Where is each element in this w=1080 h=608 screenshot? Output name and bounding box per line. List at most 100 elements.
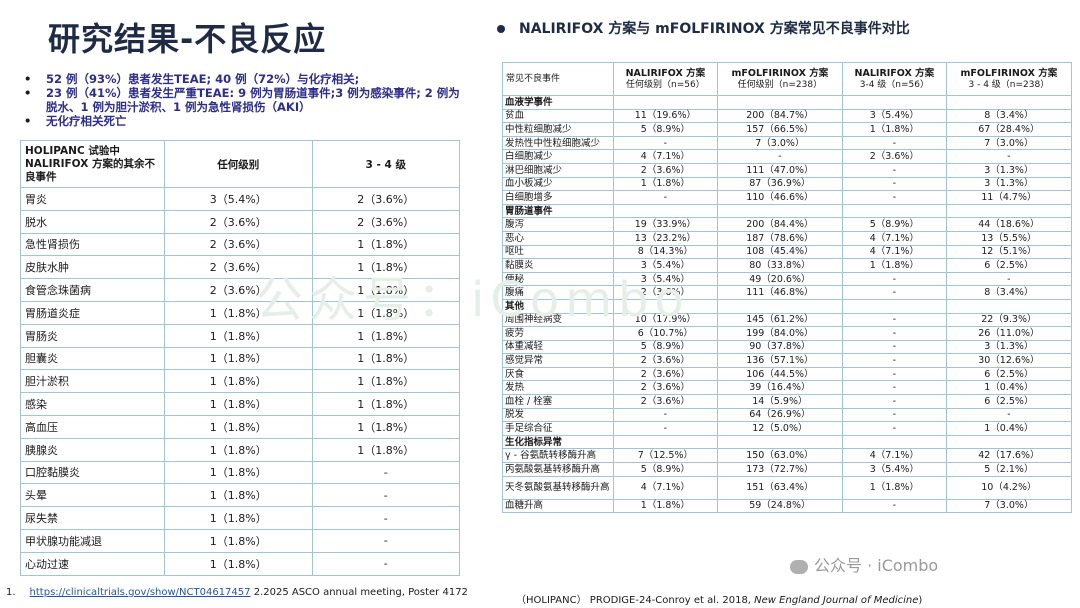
ae-name-cell: 脱水 [20,209,165,234]
comparison-heading-text: NALIRIFOX 方案与 mFOLFIRINOX 方案常见不良事件对比 [519,21,910,37]
nalirifox-3-4-cell: - [841,135,947,151]
mfolfirinox-any-cell: 199（84.0%） [716,326,843,341]
bullet-item: 52 例（93%）患者发生TEAE; 40 例（72%）与化疗相关; [20,72,470,86]
bullet-item: 无化疗相关死亡 [20,114,470,128]
table-row: 胰腺炎 1（1.8%） 1（1.8%） [20,437,460,462]
table-row: 呕吐 8（14.3%） 108（45.4%） 4（7.1%） 12（5.1%） [502,244,1073,260]
nalirifox-3-4-cell: 4（7.1%） [841,230,947,246]
mfolfirinox-3-4-cell: 1（0.4%） [945,421,1073,436]
mfolfirinox-3-4-cell: 8（3.4%） [945,108,1073,124]
section-row: 生化指标异常 [502,434,1073,450]
table-row: 厌食 2（3.6%） 106（44.5%） -6（2.5%） [502,366,1073,382]
section-label: 胃肠道事件 [502,203,614,219]
mfolfirinox-any-cell: 200（84.4%） [716,217,843,232]
grade-3-4-cell: - [311,551,460,576]
grade-3-4-cell: 1（1.8%） [311,255,460,280]
header-nalirifox-3-4: NALIRIFOX 方案 3-4 级（n=56） [841,62,947,96]
bullet-item: 23 例（41%）患者发生严重TEAE: 9 例为胃肠道事件;3 例为感染事件;… [20,86,470,114]
empty-cell [716,298,843,314]
table-row: 便秘 3（5.4%） 49（20.6%） - - [502,271,1073,287]
nalirifox-3-4-cell: 4（7.1%） [841,448,947,464]
table-row: 中性粒细胞减少 5（8.9%） 157（66.5%） 1（1.8%） 67（28.4%） [502,122,1073,137]
mfolfirinox-any-cell: 173（72.7%） [716,462,843,477]
table-row: 胆囊炎 1（1.8%） 1（1.8%） [20,346,460,371]
empty-cell [613,95,718,110]
ae-name-cell: 胰腺炎 [20,437,165,462]
any-grade-cell: 2（3.6%） [164,255,313,280]
header-nalirifox-any: NALIRIFOX 方案 任何级别（n=56） [613,62,718,96]
grade-3-4-cell: 2（3.6%） [311,187,460,211]
ae-name-cell: 胆囊炎 [20,346,165,371]
ae-name-cell: 食管念珠菌病 [20,278,165,302]
grade-3-4-cell: 1（1.8%） [311,414,460,439]
empty-cell [841,298,947,314]
ae-name-cell: 白细胞增多 [502,190,614,205]
empty-cell [716,203,843,219]
any-grade-cell: 1（1.8%） [164,437,313,462]
ae-name-cell: 天冬氨酸氨基转移酶升高 [502,475,614,500]
mfolfirinox-any-cell: 80（33.8%） [716,258,843,273]
table-row: 胆汁淤积 1（1.8%） 1（1.8%） [20,369,460,394]
empty-cell [841,434,947,450]
ae-name-cell: 黏膜炎 [502,258,614,273]
mfolfirinox-any-cell: 59（24.8%） [716,498,843,514]
table-row: 腹痛 2（3.6%） 111（46.8%） -8（3.4%） [502,285,1073,300]
ae-comparison-table: 常见不良事件 NALIRIFOX 方案 任何级别（n=56） mFOLFIRINO… [502,62,1073,514]
table-row: 血糖升高 1（1.8%） 59（24.8%） -7（3.0%） [502,498,1073,514]
any-grade-cell: 1（1.8%） [164,392,313,416]
mfolfirinox-any-cell: 14（5.9%） [716,394,843,409]
header-any-grade: 任何级别 [164,140,313,188]
ae-name-cell: 发热性中性粒细胞减少 [502,135,614,151]
mfolfirinox-3-4-cell: - [945,149,1073,164]
ae-name-cell: 感觉异常 [502,353,614,368]
ae-name-cell: 厌食 [502,366,614,382]
summary-bullets: 52 例（93%）患者发生TEAE; 40 例（72%）与化疗相关; 23 例（… [20,72,470,128]
nalirifox-3-4-cell: - [841,498,947,514]
section-label: 生化指标异常 [502,434,614,450]
grade-3-4-cell: 1（1.8%） [311,278,460,302]
nalirifox-3-4-cell: 1（1.8%） [841,122,947,137]
nalirifox-any-cell: 5（8.9%） [613,122,718,137]
grade-3-4-cell: 1（1.8%） [311,232,460,257]
empty-cell [945,203,1073,219]
section-label: 其他 [502,298,614,314]
grade-3-4-cell: 1（1.8%） [311,392,460,416]
table-row: 心动过速 1（1.8%） - [20,551,460,576]
mfolfirinox-any-cell: 106（44.5%） [716,366,843,382]
nalirifox-3-4-cell: - [841,190,947,205]
ae-name-cell: 胃炎 [20,187,165,211]
ae-name-cell: 口腔黏膜炎 [20,460,165,485]
ae-name-cell: 淋巴细胞减少 [502,162,614,178]
ae-name-cell: 脱发 [502,407,614,423]
table-row: 甲状腺功能减退 1（1.8%） - [20,528,460,553]
nalirifox-any-cell: 7（12.5%） [613,448,718,464]
nalirifox-any-cell: 8（14.3%） [613,244,718,260]
mfolfirinox-any-cell: 111（46.8%） [716,285,843,300]
any-grade-cell: 1（1.8%） [164,323,313,348]
nalirifox-3-4-cell: 5（8.9%） [841,217,947,232]
mfolfirinox-3-4-cell: - [945,271,1073,287]
empty-cell [613,203,718,219]
header-mfolfirinox-3-4: mFOLFIRINOX 方案 3 - 4 级（n=238） [945,62,1073,96]
ae-name-cell: γ - 谷氨酰转移酶升高 [502,448,614,464]
clinicaltrials-link[interactable]: https://clinicaltrials.gov/show/NCT04617… [29,587,251,598]
any-grade-cell: 1（1.8%） [164,483,313,508]
header-mfolfirinox-any: mFOLFIRINOX 方案 任何级别（n=238） [716,62,843,96]
table-row: 丙氨酸氨基转移酶升高 5（8.9%） 173（72.7%） 3（5.4%） 5（2.1%… [502,462,1073,477]
mfolfirinox-3-4-cell: - [945,407,1073,423]
ae-name-cell: 白细胞减少 [502,149,614,164]
any-grade-cell: 1（1.8%） [164,300,313,325]
holipanc-other-ae-table: HOLIPANC 试验中 NALIRIFOX 方案的其余不良事件 任何级别 3 … [20,140,460,576]
ae-name-cell: 腹泻 [502,217,614,232]
nalirifox-any-cell: 2（3.6%） [613,162,718,178]
any-grade-cell: 1（1.8%） [164,414,313,439]
empty-cell [716,95,843,110]
nalirifox-3-4-cell: - [841,366,947,382]
mfolfirinox-any-cell: 151（63.4%） [716,475,843,500]
table-row: 手足综合征 -12（5.0%） -1（0.4%） [502,421,1073,436]
nalirifox-3-4-cell: - [841,326,947,341]
nalirifox-3-4-cell: 1（1.8%） [841,475,947,500]
page-title: 研究结果-不良反应 [48,20,327,58]
table-row: 血栓 / 栓塞 2（3.6%） 14（5.9%） -6（2.5%） [502,394,1073,409]
nalirifox-any-cell: - [613,407,718,423]
